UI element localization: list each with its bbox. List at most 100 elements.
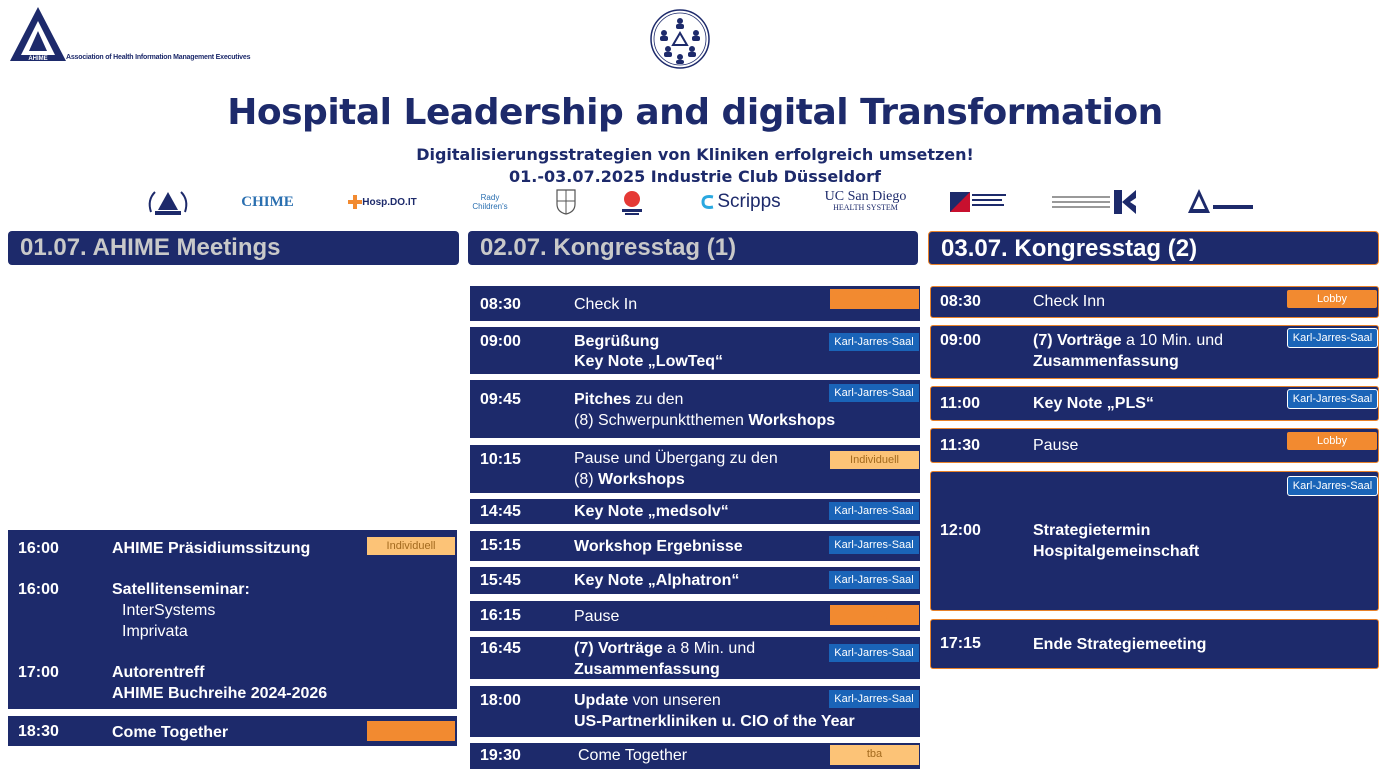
room-badge: Individuell xyxy=(830,451,919,469)
session-time: 16:00 xyxy=(18,540,59,557)
day-header-2: 02.07. Kongresstag (1) xyxy=(468,231,918,265)
session-line2: US-Partnerkliniken u. CIO of the Year xyxy=(574,713,855,730)
day2-session-pause: 16:15 Pause Lobby xyxy=(470,601,920,631)
session-time: 18:30 xyxy=(18,723,59,740)
session-line2: Key Note „LowTeq“ xyxy=(574,353,724,370)
session-time: 11:30 xyxy=(940,437,981,454)
day1-session-group: 16:00 AHIME Präsidiumssitzung Individuel… xyxy=(8,530,457,709)
session-title: Workshop Ergebnisse xyxy=(574,538,743,555)
session-time: 19:30 xyxy=(480,747,521,764)
session-time: 16:00 xyxy=(18,581,59,598)
session-title: Key Note „PLS“ xyxy=(1033,395,1154,412)
room-badge: Karl-Jarres-Saal xyxy=(829,384,919,402)
session-title: Check Inn xyxy=(1033,293,1106,310)
room-badge: Karl-Jarres-Saal xyxy=(829,644,919,662)
ahime-logo: AHIME xyxy=(10,7,66,62)
day3-session-keynote-pls: 11:00 Key Note „PLS“ Karl-Jarres-Saal xyxy=(930,386,1379,421)
session-title: Strategietermin xyxy=(1033,522,1151,539)
partner-logo-hosp-do-it: Hosp.DO.IT xyxy=(340,186,425,218)
day2-session-welcome: 09:00 Begrüßung Key Note „LowTeq“ Karl-J… xyxy=(470,327,920,374)
session-title: Autorentreff xyxy=(112,664,205,681)
session-desc-line1: (7) Vorträge a 10 Min. und xyxy=(1033,332,1224,349)
room-badge: Lobby xyxy=(1287,290,1377,308)
day3-session-checkin: 08:30 Check Inn Lobby xyxy=(930,286,1379,318)
session-line3: Imprivata xyxy=(122,623,188,640)
day2-session-pitches: 09:45 Pitches zu den (8) Schwerpunktthem… xyxy=(470,380,920,438)
session-title: Pause xyxy=(574,608,620,625)
session-line2: Zusammenfassung xyxy=(1033,353,1179,370)
room-badge: Karl-Jarres-Saal xyxy=(1287,389,1378,409)
room-badge: Lobby xyxy=(830,605,919,625)
day2-session-checkin: 08:30 Check In Lobby xyxy=(470,286,920,321)
session-time: 11:00 xyxy=(940,395,981,412)
room-badge: tba xyxy=(830,745,919,765)
partner-logo-chime: CHIME xyxy=(241,193,294,210)
partner-logo-san-ysidro xyxy=(617,186,647,218)
day3-session-strategietermin: 12:00 Strategietermin Hospitalgemeinscha… xyxy=(930,471,1379,611)
org-name: Association of Health Information Manage… xyxy=(66,54,251,61)
session-title: Come Together xyxy=(112,724,229,741)
network-logo xyxy=(650,9,710,69)
partner-hosp-label: Hosp.DO.IT xyxy=(362,196,417,208)
room-badge: Individuell xyxy=(367,537,455,555)
room-badge: Karl-Jarres-Saal xyxy=(1287,328,1378,348)
event-date-venue: 01.-03.07.2025 Industrie Club Düsseldorf xyxy=(509,167,881,186)
session-time: 15:15 xyxy=(480,537,521,554)
session-title: Check In xyxy=(574,296,638,313)
day3-session-ende: 17:15 Ende Strategiemeeting xyxy=(930,619,1379,669)
partner-logo-ahime-academy xyxy=(143,186,193,218)
partner-logo-ahime-hedemark xyxy=(1187,186,1255,218)
session-desc-line1: (7) Vorträge a 8 Min. und xyxy=(574,640,756,657)
ahime-logo-text: AHIME xyxy=(28,56,47,62)
session-title: Begrüßung xyxy=(574,333,660,350)
partner-logo-vkd xyxy=(1050,186,1140,218)
session-title: Pause und Übergang zu den xyxy=(574,450,778,467)
room-badge: Karl-Jarres-Saal xyxy=(829,502,919,520)
session-desc-line2: (8) Workshops xyxy=(574,471,685,488)
session-time: 17:00 xyxy=(18,664,59,681)
session-title: Pause xyxy=(1033,437,1079,454)
session-time: 08:30 xyxy=(480,296,521,313)
session-line2: InterSystems xyxy=(122,602,216,619)
session-title: Come Together xyxy=(578,747,688,764)
day3-session-vortraege: 09:00 (7) Vorträge a 10 Min. und Zusamme… xyxy=(930,325,1379,379)
session-time: 09:00 xyxy=(480,333,521,350)
session-title: Satellitenseminar: xyxy=(112,581,250,598)
partner-scripps-label: Scripps xyxy=(717,191,781,212)
room-badge: Karl-Jarres-Saal xyxy=(829,536,919,554)
day2-session-pause-uebergang: 10:15 Pause und Übergang zu den (8) Work… xyxy=(470,445,920,493)
session-time: 09:45 xyxy=(480,391,521,408)
day2-session-update: 18:00 Update von unseren US-Partnerklini… xyxy=(470,686,920,737)
room-badge: Lobby xyxy=(1287,432,1377,450)
session-time: 09:00 xyxy=(940,332,981,349)
room-badge: Lobby xyxy=(367,721,455,741)
day-header-1: 01.07. AHIME Meetings xyxy=(8,231,459,265)
session-desc-line1: Update von unseren xyxy=(574,692,721,709)
session-time: 15:45 xyxy=(480,572,521,589)
day2-session-keynote-medsolv: 14:45 Key Note „medsolv“ Karl-Jarres-Saa… xyxy=(470,499,920,524)
partner-logo-scripps: Scripps xyxy=(695,186,785,218)
day2-session-workshop-results: 15:15 Workshop Ergebnisse Karl-Jarres-Sa… xyxy=(470,531,920,561)
session-title: Key Note „medsolv“ xyxy=(574,503,729,520)
room-badge: Karl-Jarres-Saal xyxy=(829,333,919,351)
day-header-3: 03.07. Kongresstag (2) xyxy=(928,231,1379,265)
session-title: Ende Strategiemeeting xyxy=(1033,636,1207,653)
partner-logo-ucsd: UC San Diego HEALTH SYSTEM xyxy=(824,189,907,213)
session-desc-line2: (8) Schwerpunktthemen Workshops xyxy=(574,412,836,429)
session-line2: Hospitalgemeinschaft xyxy=(1033,543,1200,560)
session-title: AHIME Präsidiumssitzung xyxy=(112,540,311,557)
day3-session-pause: 11:30 Pause Lobby xyxy=(930,428,1379,463)
session-time: 14:45 xyxy=(480,503,521,520)
page-title: Hospital Leadership and digital Transfor… xyxy=(227,92,1163,133)
session-line2: Zusammenfassung xyxy=(574,661,720,678)
session-line2: AHIME Buchreihe 2024-2026 xyxy=(112,685,328,702)
session-title: Key Note „Alphatron“ xyxy=(574,572,740,589)
scripps-swirl-icon xyxy=(701,195,714,209)
room-badge: Karl-Jarres-Saal xyxy=(1287,476,1378,496)
session-time: 16:45 xyxy=(480,640,521,657)
cross-icon xyxy=(348,195,363,209)
page-subtitle: Digitalisierungsstrategien von Kliniken … xyxy=(416,145,974,164)
day1-session-come-together: 18:30 Come Together Lobby xyxy=(8,716,457,746)
day2-session-keynote-alphatron: 15:45 Key Note „Alphatron“ Karl-Jarres-S… xyxy=(470,567,920,594)
room-badge: Lobby xyxy=(830,289,919,309)
